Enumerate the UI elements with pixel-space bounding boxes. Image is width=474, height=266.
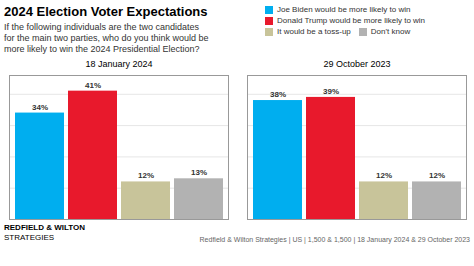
html-text:It would be a toss-up: It would be a toss-up bbox=[277, 27, 351, 36]
html-text:more likely to win the 2024 Pr: more likely to win the 2024 Presidential… bbox=[4, 44, 200, 54]
html-text:Donald Trump would be more lik: Donald Trump would be more likely to win bbox=[277, 16, 426, 25]
svg-text:38%: 38% bbox=[270, 90, 286, 99]
html-text:STRATEGIES: STRATEGIES bbox=[4, 233, 55, 242]
svg-text:29 October 2023: 29 October 2023 bbox=[323, 59, 390, 69]
svg-text:13%: 13% bbox=[191, 168, 207, 177]
html-text:Don't know: Don't know bbox=[370, 27, 411, 36]
svg-text:12%: 12% bbox=[429, 171, 445, 180]
svg-text:39%: 39% bbox=[323, 87, 339, 96]
svg-text:12%: 12% bbox=[138, 171, 154, 180]
svg-text:41%: 41% bbox=[85, 81, 101, 90]
html-text:Joe Biden would be more likely: Joe Biden would be more likely to win bbox=[277, 5, 411, 14]
html-text:If the following individuals a: If the following individuals are the two… bbox=[4, 22, 200, 32]
html-text:for the main two parties, who: for the main two parties, who do you thi… bbox=[4, 33, 209, 43]
svg-text:18 January 2024: 18 January 2024 bbox=[85, 59, 152, 69]
html-text:2024 Election Voter Expectatio: 2024 Election Voter Expectations bbox=[4, 4, 208, 19]
html-text:Redfield & Wilton Strategies |: Redfield & Wilton Strategies | US | 1,50… bbox=[199, 236, 470, 243]
svg-text:34%: 34% bbox=[32, 103, 48, 112]
svg-text:12%: 12% bbox=[376, 171, 392, 180]
html-text:REDFIELD & WILTON: REDFIELD & WILTON bbox=[4, 223, 85, 232]
